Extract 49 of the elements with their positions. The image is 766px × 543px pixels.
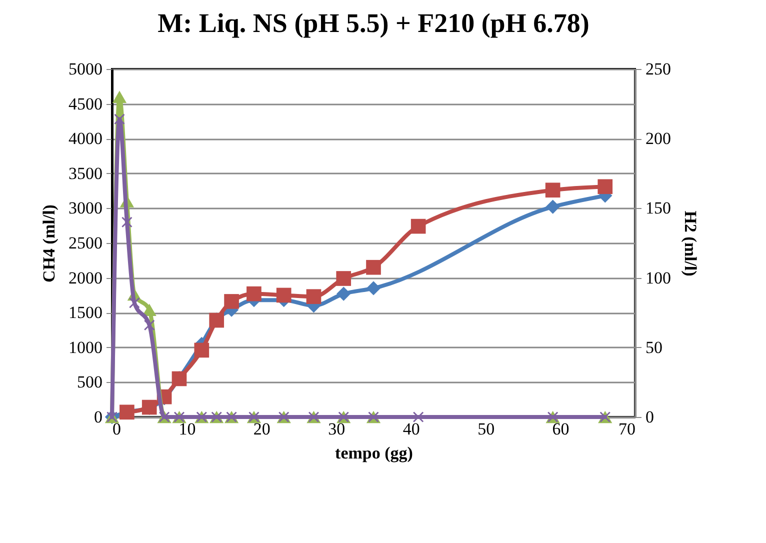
y-tick-label: 500 [77, 372, 102, 392]
y-tick-label: 4500 [68, 94, 102, 114]
y-tick-label: 4000 [68, 129, 102, 148]
x-tick-label: 70 [618, 420, 636, 438]
x-tick-label: 60 [552, 420, 570, 438]
point [194, 342, 210, 358]
x-axis-title: tempo (gg) [335, 444, 413, 462]
y2-tick-label: 0 [646, 408, 654, 426]
x-tick-label: 30 [328, 420, 346, 438]
y-tick-label: 2000 [68, 268, 102, 288]
point [128, 297, 140, 308]
point [545, 182, 560, 198]
x-tick-label: 40 [402, 420, 420, 438]
point [114, 114, 125, 125]
y-tick-label: 5000 [68, 60, 102, 78]
y2-tick-label: 50 [646, 338, 662, 357]
x-tick-label: 20 [253, 420, 270, 438]
y2-tick-label: 250 [646, 60, 671, 78]
point [336, 271, 352, 286]
point [121, 216, 132, 228]
x-tick-label: 10 [178, 420, 196, 438]
point [276, 288, 292, 303]
point [598, 179, 613, 194]
point [412, 412, 424, 422]
point [546, 200, 560, 214]
chart-title: M: Liq. NS (pH 5.5) + F210 (pH 6.78) [158, 8, 590, 38]
point [246, 286, 262, 302]
y-axis-title: CH4 (ml/l) [40, 204, 58, 282]
point [112, 90, 127, 103]
point [410, 218, 426, 234]
y-tick-label: 1000 [68, 338, 102, 357]
x-tick-label: 50 [478, 420, 495, 438]
point [144, 320, 155, 331]
y2-tick-label: 100 [646, 268, 671, 288]
x-tick-label: 0 [112, 420, 121, 438]
y-tick-label: 1500 [68, 303, 102, 322]
y2-tick-label: 150 [646, 198, 671, 218]
point [142, 304, 156, 316]
y2-axis-title: H2 (ml/l) [681, 210, 700, 276]
point [306, 289, 322, 304]
y2-tick-label: 200 [646, 129, 671, 148]
point [336, 286, 351, 301]
point [224, 294, 239, 309]
point [366, 260, 381, 275]
point [366, 281, 381, 296]
y-tick-label: 3500 [68, 164, 102, 183]
y-tick-label: 3000 [68, 198, 102, 218]
y-tick-label: 0 [94, 408, 102, 426]
y-tick-label: 2500 [68, 234, 102, 252]
